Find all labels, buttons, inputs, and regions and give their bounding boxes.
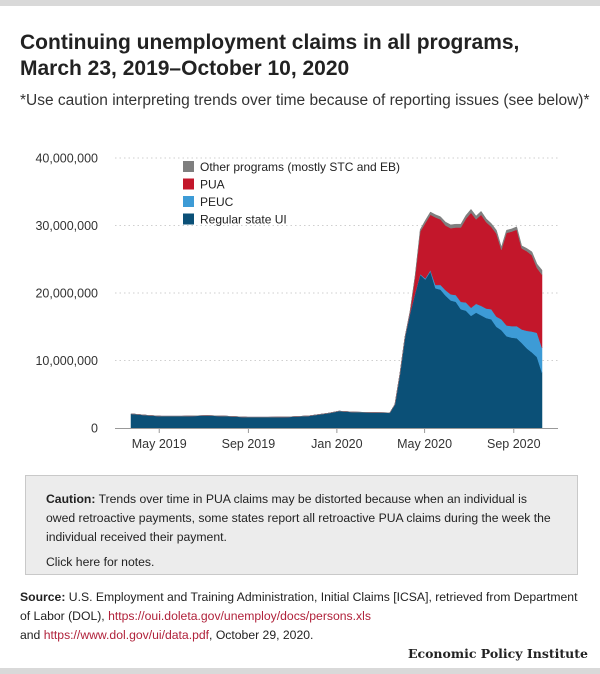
area-chart: 0 10,000,000 20,000,000 30,000,000 40,000,00… [35, 152, 558, 451]
source-link-data-pdf[interactable]: https://www.dol.gov/ui/data.pdf [43, 628, 210, 642]
source-label: Source: [20, 590, 66, 604]
brand-logo: Economic Policy Institute [407, 646, 588, 661]
stacked-areas [130, 208, 543, 429]
x-tick-label: Sep 2020 [487, 437, 541, 451]
y-tick-label: 10,000,000 [35, 354, 98, 368]
legend-label: PEUC [200, 195, 234, 209]
legend-label: PUA [200, 178, 225, 192]
area-other-programs-mostly-stc-and-eb [130, 208, 543, 418]
legend-swatch [183, 196, 194, 207]
bottom-rule [0, 668, 600, 674]
source-note: Source: U.S. Employment and Training Adm… [20, 588, 585, 645]
legend-swatch [183, 161, 194, 172]
legend-label: Other programs (mostly STC and EB) [200, 160, 400, 174]
caution-body: Trends over time in PUA claims may be di… [46, 492, 551, 544]
source-text-3: , October 29, 2020. [209, 628, 314, 642]
y-tick-label: 40,000,000 [35, 152, 98, 166]
legend: Other programs (mostly STC and EB) PUA PEU… [183, 160, 400, 227]
y-tick-label: 0 [91, 422, 98, 436]
legend-label: Regular state UI [200, 213, 287, 227]
top-rule [0, 0, 600, 6]
caution-label: Caution: [46, 492, 96, 506]
axes: 0 10,000,000 20,000,000 30,000,000 40,000,00… [35, 152, 558, 451]
chart-subtitle: *Use caution interpreting trends over ti… [20, 92, 590, 109]
legend-swatch [183, 178, 194, 190]
notes-link[interactable]: Click here for notes. [46, 555, 155, 569]
title-line-1: Continuing unemployment claims in all pr… [20, 31, 520, 54]
chart-title: Continuing unemployment claims in all pr… [20, 30, 580, 82]
y-tick-label: 30,000,000 [35, 219, 98, 233]
x-tick-label: Sep 2019 [222, 437, 276, 451]
x-tick-label: May 2020 [397, 437, 452, 451]
source-text-2: and [20, 628, 44, 642]
x-tick-label: Jan 2020 [311, 437, 362, 451]
legend-swatch [183, 213, 194, 225]
y-tick-label: 20,000,000 [35, 287, 98, 301]
source-link-persons[interactable]: https://oui.doleta.gov/unemploy/docs/per… [108, 609, 371, 623]
source-text-1: U.S. Employment and Training Administrat… [20, 590, 578, 623]
x-tick-label: May 2019 [132, 437, 187, 451]
caution-box: Caution: Trends over time in PUA claims … [25, 475, 578, 575]
title-line-2: March 23, 2019–October 10, 2020 [20, 57, 350, 80]
caution-text: Caution: Trends over time in PUA claims … [46, 490, 559, 547]
